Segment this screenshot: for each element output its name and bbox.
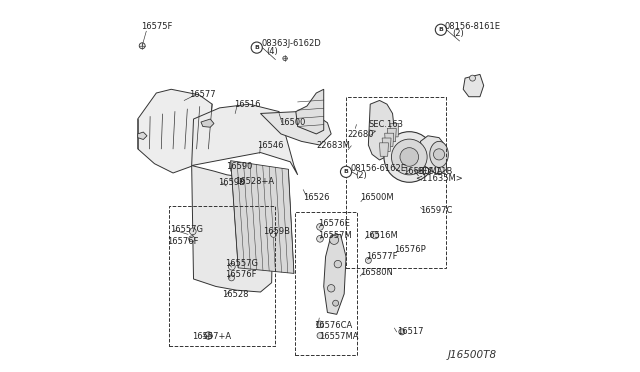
Text: <11635M>: <11635M>	[415, 174, 463, 183]
Text: 22683M: 22683M	[316, 141, 350, 150]
Text: 1659B: 1659B	[218, 178, 244, 187]
Polygon shape	[191, 166, 273, 292]
Text: 08156-8161E: 08156-8161E	[445, 22, 500, 31]
Text: 16590: 16590	[227, 162, 253, 171]
Circle shape	[333, 300, 339, 306]
Text: 16557MA: 16557MA	[319, 332, 358, 341]
Text: 16500: 16500	[279, 118, 305, 127]
Text: 16580MA: 16580MA	[403, 167, 442, 176]
Polygon shape	[324, 234, 346, 314]
Text: 16577: 16577	[189, 90, 216, 99]
Text: 16516M: 16516M	[364, 231, 398, 240]
Text: 16576E: 16576E	[318, 219, 349, 228]
Circle shape	[328, 285, 335, 292]
Polygon shape	[260, 112, 331, 145]
Text: 22680: 22680	[348, 130, 374, 139]
Text: 16557+A: 16557+A	[191, 332, 231, 341]
Polygon shape	[380, 143, 388, 156]
Circle shape	[228, 263, 235, 270]
Polygon shape	[138, 89, 212, 173]
Circle shape	[140, 43, 145, 49]
Circle shape	[330, 235, 339, 244]
Circle shape	[384, 132, 435, 182]
Text: 16575F: 16575F	[141, 22, 173, 31]
Circle shape	[392, 139, 427, 175]
Circle shape	[189, 228, 196, 235]
Text: 16577F: 16577F	[366, 252, 397, 261]
Text: 16576CA: 16576CA	[314, 321, 352, 330]
Text: 16517: 16517	[397, 327, 423, 336]
Text: 16528: 16528	[222, 291, 249, 299]
Text: SEC.11B: SEC.11B	[417, 167, 453, 176]
Circle shape	[470, 75, 476, 81]
Text: J16500T8: J16500T8	[447, 350, 497, 360]
Circle shape	[317, 333, 323, 339]
Circle shape	[400, 148, 419, 166]
Bar	[346, 97, 447, 268]
Text: 16500M: 16500M	[360, 193, 394, 202]
Circle shape	[334, 260, 342, 268]
Circle shape	[365, 257, 371, 263]
Circle shape	[283, 56, 287, 61]
Text: (2): (2)	[452, 29, 464, 38]
Polygon shape	[390, 124, 399, 137]
Text: 16597C: 16597C	[420, 206, 453, 215]
Polygon shape	[420, 136, 447, 175]
Text: (2): (2)	[356, 171, 367, 180]
Polygon shape	[463, 74, 484, 97]
Circle shape	[317, 224, 323, 230]
Bar	[296, 212, 357, 355]
Polygon shape	[231, 161, 294, 273]
Circle shape	[435, 24, 447, 35]
Polygon shape	[429, 141, 449, 167]
Text: B: B	[344, 169, 348, 174]
Polygon shape	[369, 100, 394, 160]
Polygon shape	[191, 104, 298, 175]
Circle shape	[271, 231, 276, 237]
Polygon shape	[382, 138, 391, 151]
Text: 16557G: 16557G	[170, 225, 203, 234]
Polygon shape	[201, 119, 214, 127]
Text: 16526: 16526	[303, 193, 330, 202]
Text: B: B	[254, 45, 259, 50]
Circle shape	[433, 149, 445, 160]
Text: 16528+A: 16528+A	[235, 177, 275, 186]
Polygon shape	[296, 89, 324, 134]
Text: (4): (4)	[266, 47, 278, 56]
Text: 16576F: 16576F	[225, 270, 256, 279]
Circle shape	[399, 329, 405, 335]
Text: 16557G: 16557G	[225, 259, 258, 268]
Circle shape	[251, 42, 262, 53]
Text: 08156-6162E: 08156-6162E	[351, 164, 406, 173]
Text: 16516: 16516	[234, 100, 260, 109]
Text: 16576P: 16576P	[394, 245, 426, 254]
Text: 16576F: 16576F	[168, 237, 199, 246]
Text: 1659B: 1659B	[264, 227, 291, 236]
Text: 16546: 16546	[257, 141, 284, 150]
Circle shape	[228, 275, 234, 281]
Circle shape	[317, 235, 323, 242]
Polygon shape	[138, 132, 147, 140]
Circle shape	[189, 236, 195, 242]
Text: B: B	[438, 27, 444, 32]
Circle shape	[340, 166, 351, 177]
Polygon shape	[385, 133, 394, 147]
Circle shape	[317, 321, 323, 328]
Text: 16557M: 16557M	[318, 231, 351, 240]
Text: 08363J-6162D: 08363J-6162D	[261, 39, 321, 48]
Text: 16580N: 16580N	[360, 268, 393, 277]
Bar	[170, 206, 275, 346]
Circle shape	[205, 332, 212, 339]
Text: SEC.163: SEC.163	[369, 120, 403, 129]
Polygon shape	[387, 128, 396, 142]
Circle shape	[371, 231, 379, 239]
